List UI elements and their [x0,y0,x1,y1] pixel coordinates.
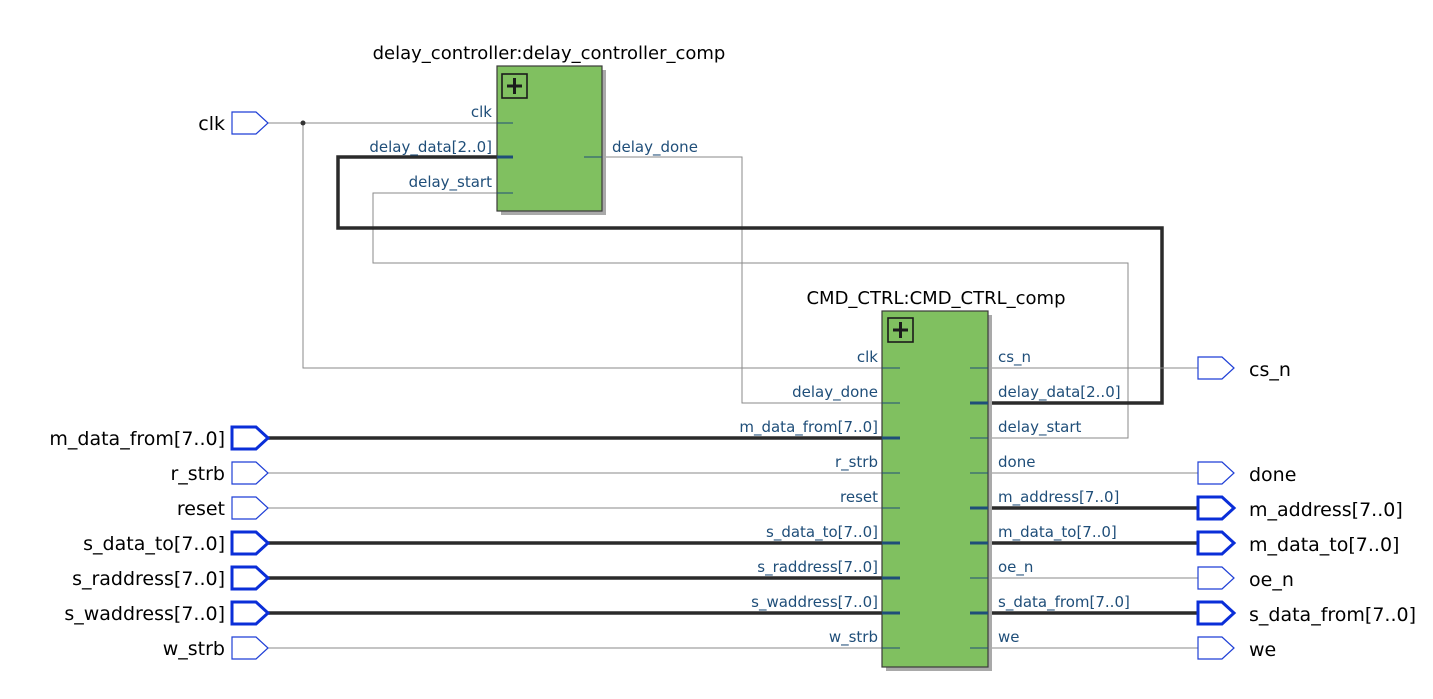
input-port-s-raddress[interactable] [230,565,271,591]
expand-plus-icon[interactable] [887,317,914,343]
cmd-pin-m-data-to: m_data_to[7..0] [998,523,1117,542]
cmd-pin-s-data-from: s_data_from[7..0] [998,593,1130,612]
cmd-pin-r-strb: r_strb [835,453,878,472]
output-port-done[interactable] [1197,461,1235,485]
output-port-s-data-from[interactable] [1196,600,1237,626]
cmd-pin-done: done [998,453,1035,471]
input-label-s-waddress: s_waddress[7..0] [64,603,225,625]
input-label-w-strb: w_strb [163,638,225,660]
cmd-pin-cs-n: cs_n [998,348,1031,367]
bus-delay-data [336,155,1164,405]
input-port-s-waddress[interactable] [230,600,271,626]
cmd-pin-s-raddress: s_raddress[7..0] [757,558,878,577]
junction-dot [300,120,306,126]
cmd-pin-m-data-from: m_data_from[7..0] [739,418,878,437]
delay-controller-title: delay_controller:delay_controller_comp [373,43,726,64]
cmd-pin-s-data-to: s_data_to[7..0] [766,523,878,542]
cmd-ctrl-block[interactable] [881,310,992,671]
output-label-done: done [1249,464,1296,486]
cmd-pin-w-strb: w_strb [829,628,878,647]
output-label-oe-n: oe_n [1249,569,1294,591]
input-label-clk: clk [198,113,225,135]
delay-pin-delay-done: delay_done [612,138,698,157]
cmd-pin-reset: reset [840,488,878,506]
cmd-pin-oe-n: oe_n [998,558,1033,577]
expand-plus-icon[interactable] [501,73,528,99]
cmd-pin-delay-start: delay_start [998,418,1082,437]
input-port-clk[interactable] [231,111,269,135]
cmd-pin-delay-done: delay_done [792,383,878,402]
output-port-m-address[interactable] [1196,495,1237,521]
delay-controller-block[interactable] [496,65,606,215]
input-port-m-data-from[interactable] [230,425,271,451]
cmd-pin-delay-data: delay_data[2..0] [998,383,1121,402]
input-label-r-strb: r_strb [170,463,225,485]
input-label-reset: reset [177,498,225,520]
input-label-m-data-from: m_data_from[7..0] [49,428,225,450]
wire-clk-branch [302,123,900,369]
output-label-m-address: m_address[7..0] [1249,499,1403,521]
wire-delay-done [584,156,900,404]
output-label-s-data-from: s_data_from[7..0] [1249,604,1416,626]
input-port-s-data-to[interactable] [230,530,271,556]
output-port-cs-n[interactable] [1197,356,1235,380]
input-port-r-strb[interactable] [231,461,269,485]
output-label-m-data-to: m_data_to[7..0] [1249,534,1399,556]
delay-pin-delay-data: delay_data[2..0] [369,138,492,157]
input-label-s-data-to: s_data_to[7..0] [83,533,225,555]
cmd-pin-we: we [998,628,1020,646]
cmd-pin-m-address: m_address[7..0] [998,488,1119,507]
wire-delay-start [372,192,1129,439]
output-port-we[interactable] [1197,636,1235,660]
input-port-reset[interactable] [231,496,269,520]
cmd-pin-clk: clk [857,348,878,366]
output-port-m-data-to[interactable] [1196,530,1237,556]
cmd-ctrl-title: CMD_CTRL:CMD_CTRL_comp [806,288,1065,309]
delay-pin-delay-start: delay_start [409,173,493,192]
input-port-w-strb[interactable] [231,636,269,660]
output-label-we: we [1249,639,1276,661]
delay-pin-clk: clk [471,103,492,121]
input-label-s-raddress: s_raddress[7..0] [72,568,225,590]
cmd-pin-s-waddress: s_waddress[7..0] [751,593,878,612]
output-port-oe-n[interactable] [1197,566,1235,590]
output-label-cs-n: cs_n [1249,359,1291,381]
